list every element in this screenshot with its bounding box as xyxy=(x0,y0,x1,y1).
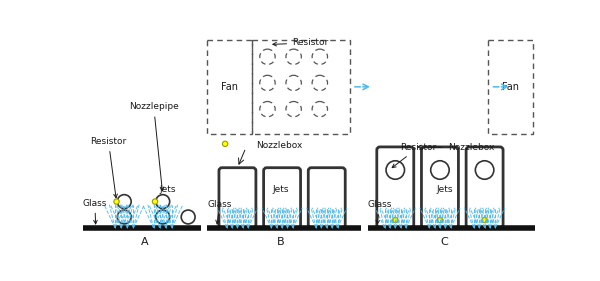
Circle shape xyxy=(312,49,328,65)
Circle shape xyxy=(386,161,404,179)
Bar xyxy=(252,40,350,134)
Circle shape xyxy=(260,75,275,91)
Text: Jets: Jets xyxy=(159,185,176,194)
Text: Nozzlepipe: Nozzlepipe xyxy=(129,102,179,191)
Text: Resistor: Resistor xyxy=(273,38,328,47)
Text: B: B xyxy=(277,237,284,247)
Circle shape xyxy=(260,101,275,117)
Circle shape xyxy=(286,101,301,117)
Text: Resistor: Resistor xyxy=(392,143,436,168)
FancyBboxPatch shape xyxy=(219,168,256,228)
Circle shape xyxy=(156,210,170,224)
Circle shape xyxy=(223,141,228,146)
Bar xyxy=(488,40,533,134)
Text: Glass: Glass xyxy=(368,200,392,224)
Circle shape xyxy=(156,195,170,209)
Text: Jets: Jets xyxy=(436,185,453,194)
Text: Jets: Jets xyxy=(272,185,289,194)
Text: Glass: Glass xyxy=(83,199,107,224)
Circle shape xyxy=(312,101,328,117)
Text: Nozzlebox: Nozzlebox xyxy=(418,143,494,152)
Circle shape xyxy=(286,49,301,65)
Circle shape xyxy=(181,210,195,224)
Circle shape xyxy=(118,210,131,224)
FancyBboxPatch shape xyxy=(263,168,301,228)
Circle shape xyxy=(114,199,119,204)
Text: Fan: Fan xyxy=(221,82,238,92)
Text: C: C xyxy=(440,237,448,247)
Circle shape xyxy=(118,195,131,209)
Circle shape xyxy=(437,217,443,223)
FancyBboxPatch shape xyxy=(308,168,345,228)
FancyBboxPatch shape xyxy=(466,147,503,228)
FancyBboxPatch shape xyxy=(421,147,458,228)
Text: Resistor: Resistor xyxy=(91,137,127,198)
Circle shape xyxy=(286,75,301,91)
Text: Glass: Glass xyxy=(208,200,232,224)
Circle shape xyxy=(152,199,158,204)
Circle shape xyxy=(482,217,487,223)
Circle shape xyxy=(260,49,275,65)
Bar xyxy=(208,40,252,134)
Circle shape xyxy=(475,161,494,179)
Circle shape xyxy=(312,75,328,91)
Circle shape xyxy=(392,217,398,223)
FancyBboxPatch shape xyxy=(377,147,414,228)
Text: A: A xyxy=(140,237,148,247)
Circle shape xyxy=(431,161,449,179)
Text: Nozzlebox: Nozzlebox xyxy=(256,141,302,150)
Text: Fan: Fan xyxy=(502,82,519,92)
